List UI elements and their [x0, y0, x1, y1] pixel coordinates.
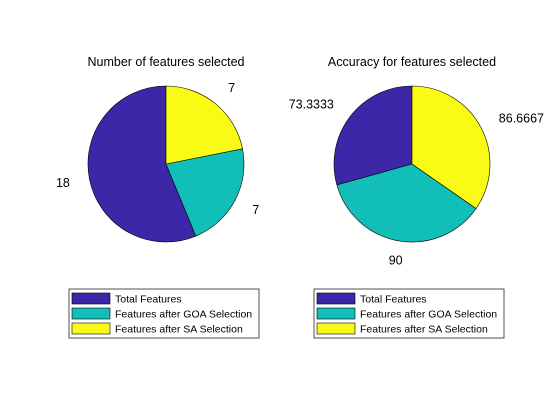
legend-label: Features after GOA Selection	[360, 309, 497, 321]
legend-label: Features after SA Selection	[115, 324, 243, 336]
legend-label: Features after SA Selection	[360, 324, 488, 336]
legend-swatch	[71, 307, 111, 320]
pie-slice	[87, 85, 197, 243]
slice-label: 90	[389, 254, 403, 268]
legend-label: Total Features	[360, 294, 427, 306]
legend-swatch	[316, 307, 356, 320]
legend-swatch	[316, 292, 356, 305]
chart-title: Accuracy for features selected	[328, 55, 496, 69]
slice-label: 18	[56, 176, 70, 190]
legend-swatch	[71, 322, 111, 335]
slice-label: 73.3333	[289, 98, 334, 112]
legend: Total Features Features after GOA Selecti…	[313, 288, 505, 339]
pie-chart-features-count: Number of features selected 18 7 7	[56, 55, 259, 243]
pie-slice	[333, 85, 413, 186]
legend-label: Features after GOA Selection	[115, 309, 252, 321]
chart-title: Number of features selected	[87, 55, 244, 69]
slice-label: 86.6667	[499, 112, 544, 126]
legend-swatch	[316, 322, 356, 335]
legend-label: Total Features	[115, 294, 182, 306]
pie-slice	[336, 163, 477, 243]
slice-label: 7	[228, 81, 235, 95]
pie-slice	[165, 148, 245, 237]
legend: Total Features Features after GOA Selecti…	[68, 288, 260, 339]
pie-slice	[411, 85, 491, 209]
pie-slice	[165, 85, 243, 165]
slice-label: 7	[252, 203, 259, 217]
legend-swatch	[71, 292, 111, 305]
pie-chart-accuracy: Accuracy for features selected 73.3333 90…	[289, 55, 544, 268]
